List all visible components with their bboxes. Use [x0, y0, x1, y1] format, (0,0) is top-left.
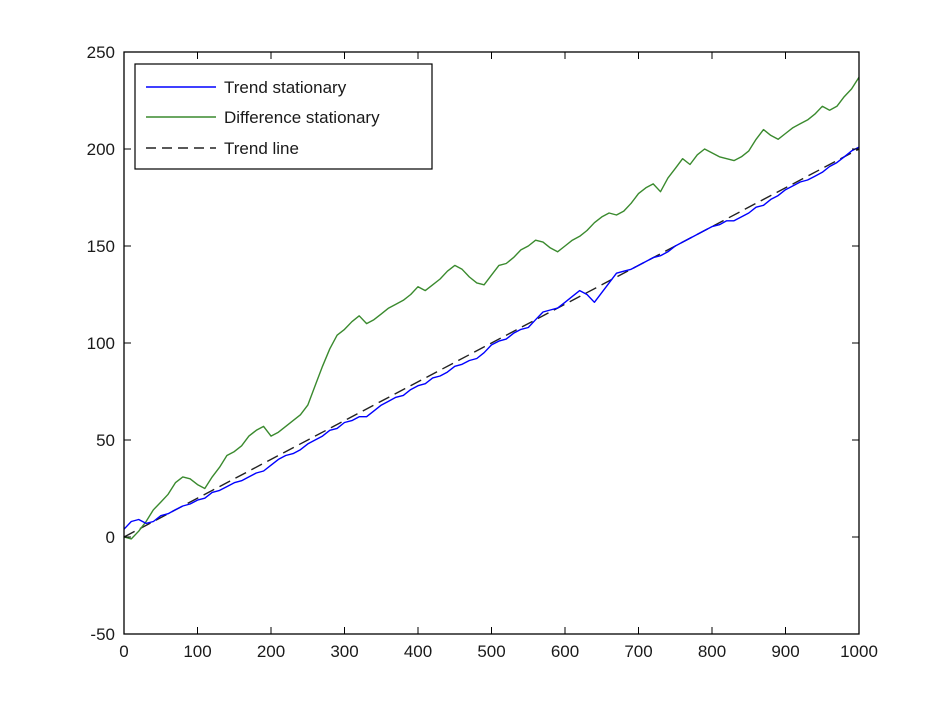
y-tick-label-50: 50 [96, 431, 115, 450]
series-line-difference-stationary [123, 76, 860, 540]
x-tick-label-0: 0 [119, 642, 128, 661]
x-tick-label-100: 100 [183, 642, 211, 661]
x-tick-label-700: 700 [624, 642, 652, 661]
y-tick-label-150: 150 [87, 237, 115, 256]
x-tick-label-500: 500 [477, 642, 505, 661]
y-tick-label-200: 200 [87, 140, 115, 159]
legend-label-trend-line: Trend line [224, 139, 299, 158]
legend-label-difference-stationary: Difference stationary [224, 108, 380, 127]
x-tick-label-600: 600 [551, 642, 579, 661]
y-tick-label-100: 100 [87, 334, 115, 353]
series-line-trend-stationary [123, 146, 860, 530]
legend: Trend stationary Difference stationary T… [134, 63, 433, 170]
series-layer [123, 76, 860, 540]
legend-label-trend-stationary: Trend stationary [224, 78, 347, 97]
ticks-layer: 0 100 200 300 400 500 600 700 800 900 1000-5005010… [87, 43, 878, 661]
y-tick-label--50: -50 [90, 625, 115, 644]
series-line-trend-line [123, 148, 860, 538]
y-tick-label-0: 0 [106, 528, 115, 547]
x-tick-label-400: 400 [404, 642, 432, 661]
x-tick-label-300: 300 [330, 642, 358, 661]
x-tick-label-200: 200 [257, 642, 285, 661]
x-tick-label-900: 900 [771, 642, 799, 661]
x-tick-label-800: 800 [698, 642, 726, 661]
y-tick-label-250: 250 [87, 43, 115, 62]
x-tick-label-1000: 1000 [840, 642, 878, 661]
